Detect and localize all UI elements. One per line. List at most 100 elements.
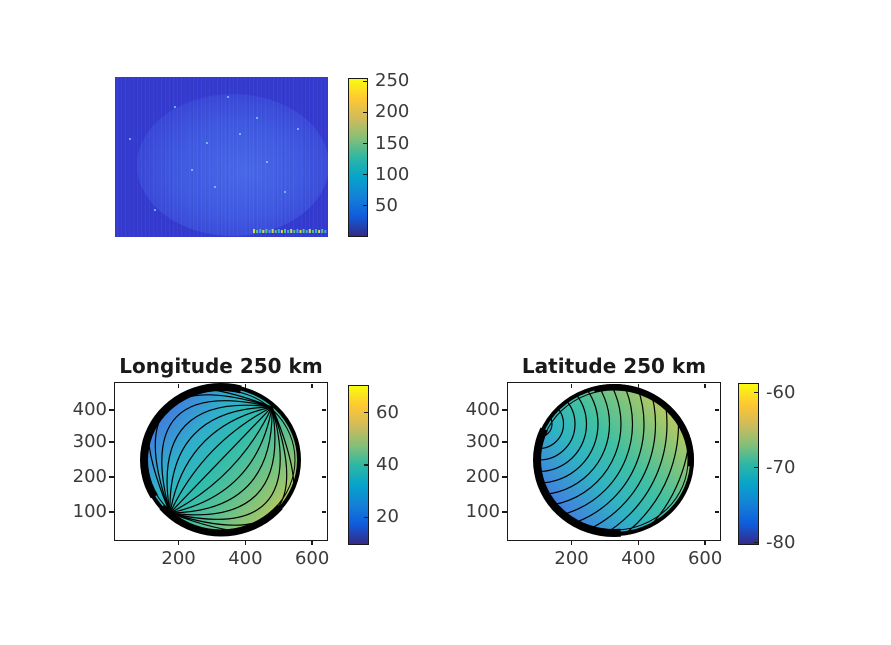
x-tick-mark — [244, 540, 247, 545]
y-tick-label: 200 — [72, 466, 107, 488]
latitude-colorbar — [738, 383, 759, 545]
bright-pixel-speck — [174, 106, 176, 108]
bright-pixel-speck — [154, 209, 156, 211]
y-tick-label: 300 — [72, 431, 107, 453]
embedded-annotation-glyph — [315, 229, 317, 233]
x-tick-mark-top — [177, 384, 180, 388]
bright-pixel-speck — [206, 142, 208, 144]
embedded-annotation-glyph — [305, 230, 308, 233]
contour-plot — [139, 383, 301, 537]
longitude-title: Longitude 250 km — [119, 354, 323, 378]
latitude-colorbar-tick-label: -60 — [766, 381, 796, 403]
y-tick-label: 400 — [72, 399, 107, 420]
longitude-axes — [114, 382, 328, 541]
y-tick-label: 200 — [465, 466, 500, 488]
x-tick-mark — [177, 540, 180, 545]
latitude-colorbar-tick-label: -70 — [766, 456, 796, 478]
contour-plot — [532, 383, 695, 538]
y-tick-mark — [109, 511, 114, 513]
x-tick-mark — [704, 540, 706, 545]
image-colorbar-tick-mark — [363, 174, 367, 176]
longitude-colorbar-tick-mark — [364, 411, 368, 414]
longitude-colorbar-tick-label: 20 — [376, 506, 399, 528]
longitude-colorbar-tick-mark — [364, 464, 368, 466]
embedded-annotation-glyph — [259, 229, 262, 233]
x-tick-label: 200 — [161, 548, 196, 569]
x-tick-mark-top — [311, 384, 313, 388]
contour-line — [161, 400, 273, 514]
limb-contour-crowding — [139, 383, 242, 499]
uv-camera-image — [115, 77, 328, 237]
y-tick-mark — [502, 409, 507, 411]
embedded-annotation-glyph — [271, 229, 274, 233]
embedded-annotation-glyph — [277, 229, 280, 233]
image-colorbar-tick-label: 250 — [375, 70, 410, 92]
image-colorbar-tick-mark — [363, 80, 367, 82]
longitude-colorbar-tick-mark — [364, 516, 368, 519]
contour-line — [536, 386, 657, 534]
contour-line — [169, 406, 273, 514]
y-tick-mark — [109, 476, 114, 478]
uv-image-panel — [115, 77, 328, 237]
contour-line — [169, 406, 273, 514]
y-tick-mark-right — [322, 441, 326, 443]
embedded-annotation-glyph — [299, 230, 302, 233]
longitude-colorbar — [348, 385, 369, 545]
embedded-annotation-glyph — [274, 230, 277, 233]
embedded-annotation-glyph — [302, 229, 305, 233]
image-colorbar-tick-label: 200 — [375, 101, 410, 123]
y-tick-mark — [109, 441, 114, 443]
y-tick-mark-right — [322, 409, 326, 411]
embedded-annotation-glyph — [318, 230, 321, 233]
x-tick-mark-top — [244, 384, 247, 388]
image-colorbar-tick-label: 100 — [375, 163, 410, 185]
x-tick-label: 600 — [294, 548, 330, 569]
bright-pixel-speck — [227, 96, 229, 98]
x-tick-label: 400 — [228, 548, 263, 569]
y-tick-mark — [109, 409, 114, 411]
y-tick-mark-right — [715, 409, 719, 411]
embedded-annotation-glyph — [296, 229, 299, 233]
contour-line — [169, 406, 273, 514]
limb-contour-crowding — [159, 504, 283, 537]
y-tick-label: 100 — [72, 501, 107, 523]
y-tick-mark — [502, 441, 507, 443]
bright-pixel-speck — [239, 133, 241, 135]
image-colorbar-tick-mark — [363, 142, 367, 145]
latitude-axes — [507, 382, 721, 541]
x-tick-mark-top — [570, 384, 573, 388]
latitude-colorbar-tick-label: -80 — [766, 531, 796, 553]
longitude-colorbar-tick-label: 40 — [376, 454, 399, 475]
bright-pixel-speck — [129, 138, 131, 140]
y-tick-mark-right — [715, 511, 719, 513]
embedded-annotation-glyph — [290, 229, 293, 233]
contour-line — [169, 406, 273, 514]
embedded-annotation-glyph — [253, 229, 255, 233]
y-tick-mark-right — [322, 511, 326, 513]
embedded-annotation-glyph — [280, 230, 283, 233]
bright-pixel-speck — [266, 161, 268, 163]
longitude-colorbar-tick-label: 60 — [376, 401, 399, 423]
limb-contour-crowding — [532, 427, 621, 538]
x-tick-mark — [637, 540, 640, 545]
bright-pixel-speck — [214, 186, 216, 188]
bright-pixel-speck — [297, 128, 299, 130]
embedded-annotation-glyph — [308, 229, 311, 233]
contour-line — [169, 406, 273, 514]
limb-contour-crowding — [593, 383, 695, 467]
latitude-colorbar-tick-mark — [754, 467, 758, 469]
embedded-annotation-glyph — [262, 230, 265, 233]
image-colorbar-tick-label: 50 — [375, 194, 398, 216]
x-tick-mark — [570, 540, 573, 545]
x-tick-label: 400 — [621, 548, 656, 569]
x-tick-label: 600 — [687, 548, 723, 569]
x-tick-mark-top — [704, 384, 706, 388]
image-colorbar — [348, 78, 368, 237]
embedded-annotation-glyph — [311, 230, 314, 233]
y-tick-mark-right — [715, 441, 719, 443]
latitude-title: Latitude 250 km — [521, 354, 707, 378]
contour-line — [166, 404, 273, 514]
embedded-annotation-glyph — [265, 229, 268, 233]
contour-line — [169, 406, 276, 516]
